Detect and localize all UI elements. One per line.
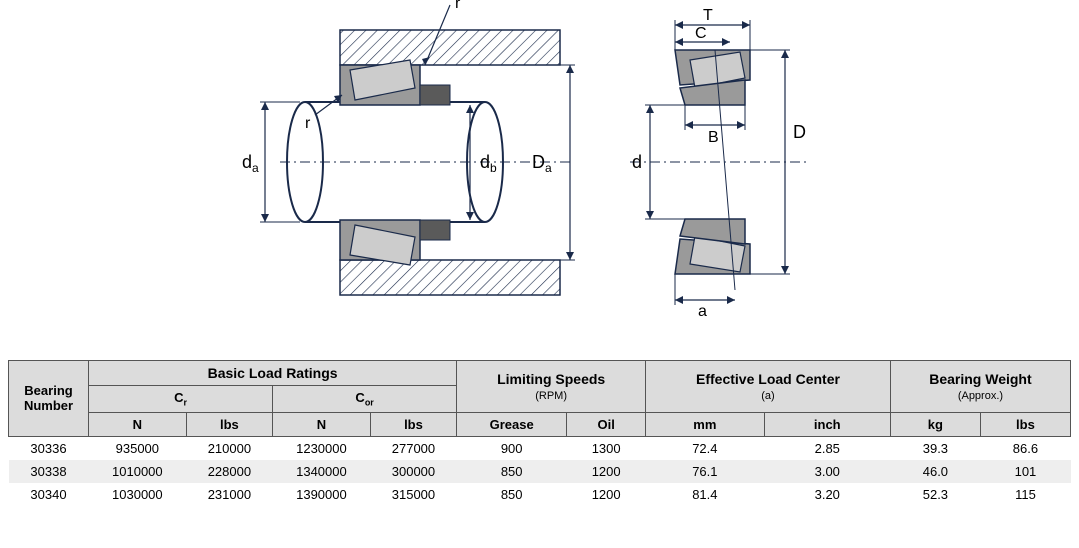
cell-oil: 1200	[567, 460, 646, 483]
cell-cr_n: 935000	[89, 436, 187, 460]
spec-table: Bearing Number Basic Load Ratings Limiti…	[8, 360, 1071, 506]
svg-text:db: db	[480, 152, 497, 175]
th-eff-load: Effective Load Center (a)	[646, 361, 891, 413]
th-cr: Cr	[89, 386, 273, 413]
cell-oil: 1200	[567, 483, 646, 506]
th-oil: Oil	[567, 412, 646, 436]
cell-cor_n: 1340000	[273, 460, 371, 483]
cell-mm: 81.4	[646, 483, 765, 506]
cell-cor_lbs: 277000	[370, 436, 456, 460]
label-Da: D	[532, 152, 545, 172]
label-db: d	[480, 152, 490, 172]
th-kg: kg	[890, 412, 980, 436]
th-cor-n: N	[273, 412, 371, 436]
label-d: d	[632, 152, 642, 172]
label-da-sub: a	[252, 161, 259, 175]
cell-inch: 3.20	[764, 483, 890, 506]
th-cor: Cor	[273, 386, 457, 413]
th-inch: inch	[764, 412, 890, 436]
cell-num: 30338	[9, 460, 89, 483]
th-bearing-number: Bearing Number	[9, 361, 89, 437]
th-lbs2: lbs	[980, 412, 1070, 436]
cell-lbs: 101	[980, 460, 1070, 483]
cell-grease: 850	[457, 460, 567, 483]
label-db-sub: b	[490, 161, 497, 175]
label-r-inner: r	[305, 115, 311, 132]
label-r-top: r	[455, 0, 461, 12]
cell-cr_n: 1010000	[89, 460, 187, 483]
cell-inch: 2.85	[764, 436, 890, 460]
cell-mm: 76.1	[646, 460, 765, 483]
cell-cor_n: 1390000	[273, 483, 371, 506]
cell-kg: 39.3	[890, 436, 980, 460]
label-B: B	[708, 129, 719, 146]
svg-text:da: da	[242, 152, 259, 175]
table-row: 303369350002100001230000277000900130072.…	[9, 436, 1071, 460]
svg-text:Da: Da	[532, 152, 552, 175]
cell-cor_lbs: 300000	[370, 460, 456, 483]
cell-grease: 900	[457, 436, 567, 460]
cell-cor_n: 1230000	[273, 436, 371, 460]
cell-num: 30340	[9, 483, 89, 506]
cell-cr_lbs: 210000	[186, 436, 272, 460]
label-Da-sub: a	[545, 161, 552, 175]
cell-cr_n: 1030000	[89, 483, 187, 506]
th-grease: Grease	[457, 412, 567, 436]
label-T: T	[703, 7, 713, 24]
label-C: C	[695, 25, 707, 42]
th-cr-n: N	[89, 412, 187, 436]
cell-num: 30336	[9, 436, 89, 460]
cell-kg: 52.3	[890, 483, 980, 506]
label-da: d	[242, 152, 252, 172]
th-limiting-speeds: Limiting Speeds (RPM)	[457, 361, 646, 413]
th-cr-lbs: lbs	[186, 412, 272, 436]
cell-cr_lbs: 231000	[186, 483, 272, 506]
cell-oil: 1300	[567, 436, 646, 460]
cell-inch: 3.00	[764, 460, 890, 483]
th-cor-lbs: lbs	[370, 412, 456, 436]
cell-lbs: 115	[980, 483, 1070, 506]
label-D: D	[793, 122, 806, 142]
th-basic-load: Basic Load Ratings	[89, 361, 457, 386]
table-row: 3033810100002280001340000300000850120076…	[9, 460, 1071, 483]
table-body: 303369350002100001230000277000900130072.…	[9, 436, 1071, 506]
cell-mm: 72.4	[646, 436, 765, 460]
label-a: a	[698, 303, 707, 320]
table-row: 3034010300002310001390000315000850120081…	[9, 483, 1071, 506]
th-mm: mm	[646, 412, 765, 436]
cell-grease: 850	[457, 483, 567, 506]
bearing-diagram: r r da db	[0, 0, 1079, 345]
cell-lbs: 86.6	[980, 436, 1070, 460]
cell-cor_lbs: 315000	[370, 483, 456, 506]
cell-kg: 46.0	[890, 460, 980, 483]
th-weight: Bearing Weight (Approx.)	[890, 361, 1070, 413]
cell-cr_lbs: 228000	[186, 460, 272, 483]
